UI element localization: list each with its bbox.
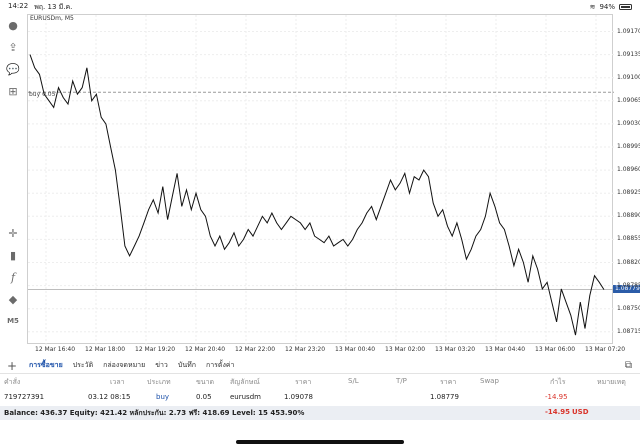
expand-panel-icon[interactable]: ⧉ [624, 360, 632, 371]
objects-icon[interactable]: ◆ [8, 292, 18, 306]
time-tick-label: 13 Mar 06:00 [535, 346, 576, 353]
order-price: 1.08779 [430, 393, 459, 401]
trade-icon[interactable]: ⇪ [8, 40, 18, 54]
status-time: 14:22 [8, 1, 29, 10]
price-tick-label: 1.08925 [617, 189, 640, 197]
time-tick-label: 12 Mar 23:20 [285, 346, 326, 353]
price-tick-label: 1.09030 [617, 119, 640, 127]
add-icon[interactable]: + [6, 358, 18, 373]
time-tick-label: 13 Mar 03:20 [435, 346, 476, 353]
balance-bar: Balance: 436.37 Equity: 421.42 หลักประกั… [0, 406, 640, 420]
order-open-price: 1.09078 [284, 393, 313, 401]
time-tick-label: 12 Mar 22:00 [235, 346, 276, 353]
crosshair-icon[interactable]: ✛ [8, 226, 18, 240]
battery-icon [619, 4, 632, 10]
balance-text: Balance: 436.37 Equity: 421.42 หลักประกั… [4, 409, 305, 417]
price-tick-label: 1.08820 [617, 258, 640, 266]
timeframe-button[interactable]: M5 [7, 317, 19, 325]
time-tick-label: 12 Mar 19:20 [135, 346, 176, 353]
order-type: buy [156, 393, 170, 401]
tab-settings[interactable]: การตั้งค่า [205, 361, 235, 369]
status-bar: 14:22 พฤ. 13 มี.ค. ≋ 94% [0, 0, 640, 14]
balance-profit: -14.95 [545, 408, 571, 416]
time-tick-label: 13 Mar 07:20 [585, 346, 626, 353]
col-size: ขนาด [196, 378, 215, 386]
order-time: 03.12 08:15 [88, 393, 131, 401]
col-type: ประเภท [147, 378, 171, 386]
time-tick-label: 13 Mar 04:40 [485, 346, 526, 353]
price-tick-label: 1.09100 [617, 73, 640, 81]
tab-news[interactable]: ข่าว [155, 361, 168, 369]
left-toolbar: ● ⇪ 💬 ⊞ ✛ ▮ f ◆ M5 [0, 14, 26, 354]
chart-symbol: EURUSDm, M5 [30, 15, 74, 22]
price-tick-label: 1.08890 [617, 212, 640, 220]
indicators-icon[interactable]: f [10, 270, 16, 284]
tab-journal[interactable]: บันทึก [177, 361, 196, 369]
tab-history[interactable]: ประวัติ [72, 361, 94, 369]
chart-type-icon[interactable]: ▮ [9, 248, 17, 262]
price-chart[interactable] [27, 14, 614, 345]
terminal-tabs: + การซื้อขาย ประวัติ กล่องจดหมาย ข่าว บั… [0, 358, 640, 374]
price-tick-label: 1.09170 [617, 27, 640, 35]
col-time: เวลา [110, 378, 125, 386]
col-sl: S/L [348, 377, 359, 385]
time-tick-label: 13 Mar 00:40 [335, 346, 376, 353]
new-order-icon[interactable]: ⊞ [8, 84, 18, 98]
time-tick-label: 12 Mar 20:40 [185, 346, 226, 353]
price-tick-label: 1.08855 [617, 235, 640, 243]
chat-icon[interactable]: 💬 [6, 62, 20, 76]
order-size: 0.05 [196, 393, 212, 401]
col-swap: Swap [480, 377, 499, 385]
wifi-icon: ≋ [589, 3, 596, 11]
current-price-tag: 1.08779 [613, 284, 640, 293]
order-profit: -14.95 [545, 393, 568, 401]
col-tp: T/P [396, 377, 407, 385]
buy-line-label: buy 0.05 [29, 91, 56, 98]
price-tick-label: 1.08750 [617, 304, 640, 312]
col-order: คำสั่ง [4, 378, 21, 386]
col-comment: หมายเหตุ [597, 378, 626, 386]
time-axis: 12 Mar 16:40 12 Mar 18:00 12 Mar 19:20 12 M… [27, 345, 640, 355]
order-row[interactable]: 719727391 03.12 08:15 buy 0.05 eurusdm 1… [0, 391, 640, 405]
battery-percent: 94% [599, 3, 615, 11]
time-tick-label: 12 Mar 18:00 [85, 346, 126, 353]
orders-header: คำสั่ง เวลา ประเภท ขนาด สัญลักษณ์ ราคา S… [0, 375, 640, 389]
order-id: 719727391 [4, 393, 45, 401]
time-tick-label: 12 Mar 16:40 [35, 346, 76, 353]
price-tick-label: 1.08715 [617, 327, 640, 335]
order-symbol: eurusdm [230, 393, 261, 401]
price-tick-label: 1.08785 [617, 281, 640, 289]
price-series-line [29, 54, 605, 336]
price-tick-label: 1.08960 [617, 166, 640, 174]
balance-currency: USD [572, 408, 589, 416]
status-date: พฤ. 13 มี.ค. [34, 2, 73, 11]
price-tick-label: 1.08995 [617, 143, 640, 150]
account-icon[interactable]: ● [8, 18, 18, 32]
col-symbol: สัญลักษณ์ [230, 378, 260, 386]
chart-canvas[interactable] [28, 15, 614, 345]
tab-mailbox[interactable]: กล่องจดหมาย [103, 361, 146, 369]
col-profit: กำไร [550, 378, 566, 386]
time-tick-label: 13 Mar 02:00 [385, 346, 426, 353]
price-tick-label: 1.09065 [617, 96, 640, 104]
price-axis: 1.08779 1.09170 1.09135 1.09100 1.09065 1.09… [613, 14, 640, 356]
col-price: ราคา [440, 378, 457, 386]
tab-trade[interactable]: การซื้อขาย [29, 361, 63, 369]
col-open-price: ราคา [295, 378, 312, 386]
home-indicator [236, 440, 404, 444]
price-tick-label: 1.09135 [617, 50, 640, 58]
